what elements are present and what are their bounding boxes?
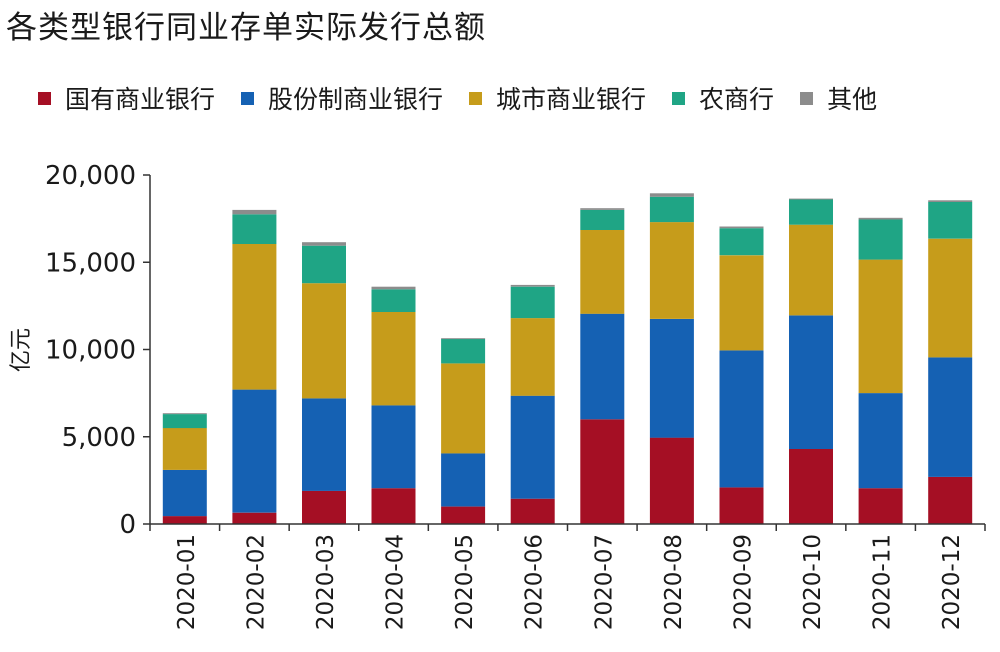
bar-segment-2020-10-s3 — [789, 199, 833, 225]
bar-segment-2020-09-s0 — [719, 487, 764, 524]
bar-segment-2020-03-s3 — [302, 245, 346, 284]
bar-segment-2020-08-s2 — [649, 222, 694, 319]
bar-segment-2020-12-s2 — [928, 238, 973, 358]
bar-segment-2020-05-s4 — [441, 338, 486, 340]
bar-segment-2020-06-s0 — [510, 498, 555, 524]
chart-title: 各类型银行同业存单实际发行总额 — [6, 10, 486, 46]
axes-layer: 0 5,000 10,000 15,000 20,000 亿元 2020-01 2020-02… — [9, 161, 986, 630]
bar-segment-2020-07-s3 — [580, 209, 625, 230]
bar-segment-2020-05-s3 — [441, 339, 486, 364]
bar-segment-2020-02-s2 — [232, 243, 277, 390]
bar-segment-2020-02-s1 — [232, 389, 277, 513]
x-tick-label: 2020-10 — [800, 534, 826, 630]
y-tick-label: 5,000 — [62, 423, 136, 453]
bar-segment-2020-10-s0 — [789, 449, 833, 524]
bar-segment-2020-08-s1 — [649, 319, 694, 438]
bar-segment-2020-07-s4 — [580, 208, 625, 210]
bar-segment-2020-08-s4 — [649, 193, 694, 197]
legend-swatch — [38, 91, 51, 105]
bar-segment-2020-01-s4 — [162, 413, 207, 415]
bar-segment-2020-01-s1 — [162, 469, 207, 517]
bar-segment-2020-01-s3 — [162, 414, 207, 429]
legend-label: 城市商业银行 — [496, 85, 647, 114]
bar-segment-2020-09-s2 — [719, 255, 764, 351]
bar-segment-2020-11-s0 — [858, 488, 903, 524]
bar-segment-2020-03-s4 — [302, 242, 346, 246]
bar-segment-2020-05-s2 — [441, 363, 486, 454]
x-tick-label: 2020-05 — [452, 534, 478, 630]
bar-segment-2020-05-s0 — [441, 506, 486, 524]
bar-segment-2020-07-s2 — [580, 230, 625, 314]
bar-segment-2020-03-s1 — [302, 398, 346, 491]
x-tick-label: 2020-12 — [939, 534, 965, 630]
legend-swatch — [241, 91, 255, 105]
bar-segment-2020-09-s4 — [719, 226, 764, 229]
bar-segment-2020-12-s0 — [928, 476, 973, 524]
bar-segment-2020-09-s1 — [719, 350, 764, 488]
x-tick-label: 2020-08 — [661, 534, 687, 630]
bar-segment-2020-06-s1 — [510, 395, 555, 499]
legend-label: 农商行 — [699, 85, 775, 114]
bar-segment-2020-10-s2 — [789, 224, 833, 316]
bar-segment-2020-03-s0 — [302, 490, 346, 524]
y-tick-label: 10,000 — [45, 336, 136, 366]
x-tick-label: 2020-01 — [174, 534, 200, 630]
bar-segment-2020-11-s1 — [858, 393, 903, 489]
y-tick-label: 0 — [119, 510, 136, 540]
bar-segment-2020-11-s3 — [858, 219, 903, 260]
legend-swatch — [469, 91, 483, 105]
legend-swatch — [800, 91, 814, 105]
bar-segment-2020-11-s4 — [858, 217, 903, 220]
y-axis-title: 亿元 — [9, 328, 34, 372]
bar-segment-2020-03-s2 — [302, 283, 346, 399]
bar-segment-2020-07-s1 — [580, 313, 625, 420]
bar-segment-2020-01-s0 — [162, 516, 207, 524]
legend-item-state-owned: 国有商业银行 — [38, 80, 215, 116]
bar-segment-2020-12-s4 — [928, 200, 973, 202]
y-tick-label: 20,000 — [45, 161, 136, 191]
x-tick-label: 2020-11 — [870, 534, 896, 630]
y-tick-label: 15,000 — [45, 248, 136, 278]
bar-segment-2020-10-s1 — [789, 315, 833, 449]
x-tick-label: 2020-07 — [591, 534, 617, 630]
bar-segment-2020-01-s2 — [162, 428, 207, 470]
bar-segment-2020-02-s4 — [232, 209, 277, 215]
bars-layer — [162, 193, 973, 524]
x-tick-label: 2020-03 — [313, 534, 339, 630]
legend-label: 其他 — [827, 85, 878, 114]
x-tick-label: 2020-04 — [383, 534, 409, 630]
bar-segment-2020-10-s4 — [789, 198, 833, 200]
bar-segment-2020-06-s2 — [510, 318, 555, 396]
bar-segment-2020-04-s0 — [371, 488, 416, 524]
bar-segment-2020-04-s3 — [371, 289, 416, 312]
bar-segment-2020-05-s1 — [441, 453, 486, 507]
bar-segment-2020-04-s2 — [371, 312, 416, 406]
legend-item-rural-commercial: 农商行 — [672, 80, 774, 116]
legend-item-other: 其他 — [800, 80, 877, 116]
bar-segment-2020-08-s3 — [649, 196, 694, 223]
x-tick-label: 2020-02 — [243, 534, 269, 630]
x-tick-label: 2020-06 — [522, 534, 548, 630]
bar-segment-2020-04-s1 — [371, 405, 416, 489]
legend: 国有商业银行 股份制商业银行 城市商业银行 农商行 其他 — [38, 80, 877, 116]
bar-segment-2020-02-s3 — [232, 214, 277, 244]
x-tick-label: 2020-09 — [731, 534, 757, 630]
bar-segment-2020-06-s4 — [510, 284, 555, 287]
legend-swatch — [672, 91, 686, 105]
bar-segment-2020-12-s3 — [928, 202, 973, 239]
legend-label: 股份制商业银行 — [268, 85, 444, 114]
bar-segment-2020-02-s0 — [232, 512, 277, 524]
bar-segment-2020-08-s0 — [649, 437, 694, 524]
bar-segment-2020-09-s3 — [719, 228, 764, 256]
legend-label: 国有商业银行 — [65, 85, 216, 114]
bar-segment-2020-04-s4 — [371, 286, 416, 290]
legend-item-city-commercial: 城市商业银行 — [469, 80, 646, 116]
bar-segment-2020-07-s0 — [580, 419, 625, 524]
bar-segment-2020-06-s3 — [510, 286, 555, 319]
bar-segment-2020-12-s1 — [928, 357, 973, 477]
legend-item-joint-stock: 股份制商业银行 — [241, 80, 443, 116]
bar-segment-2020-11-s2 — [858, 259, 903, 394]
